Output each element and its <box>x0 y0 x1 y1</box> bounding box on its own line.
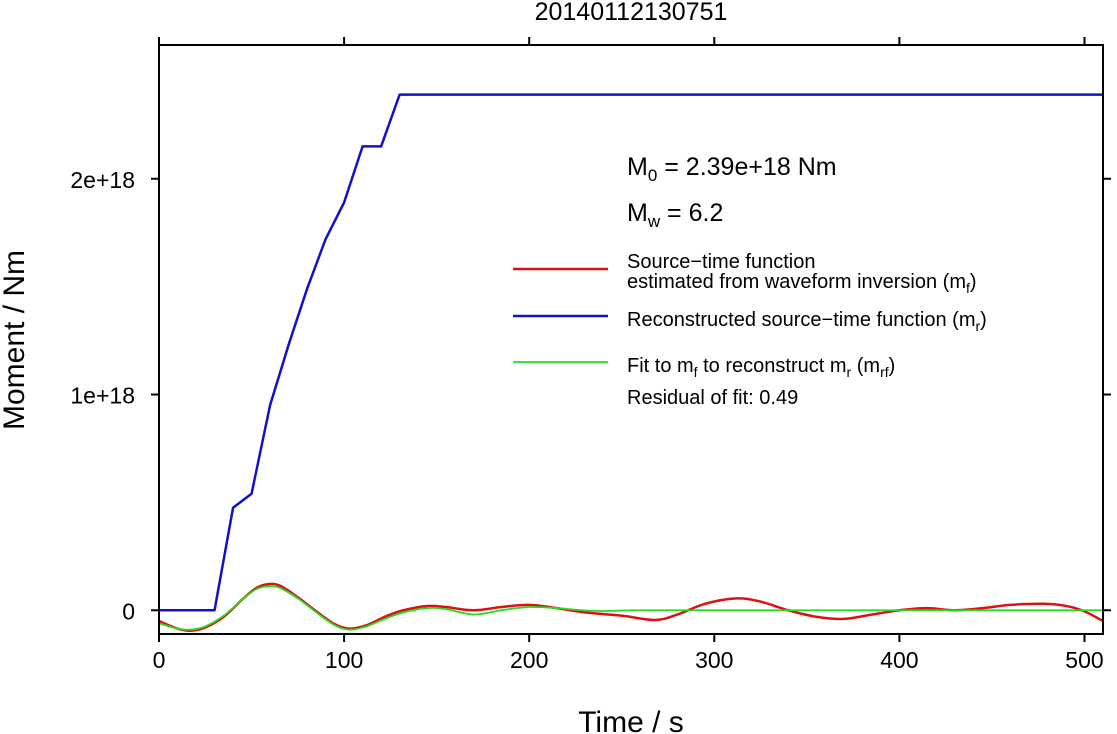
y-tick-label: 2e+18 <box>70 167 135 193</box>
x-tick-label: 500 <box>1065 647 1103 673</box>
series-line-fit <box>160 585 1102 631</box>
y-axis-ticks <box>151 177 1111 612</box>
y-tick-label: 1e+18 <box>70 383 135 409</box>
annotation-m0: M0 = 2.39e+18 Nm <box>627 153 837 185</box>
x-tick-label: 400 <box>880 647 918 673</box>
x-axis-ticks <box>158 37 1086 642</box>
series-line-source-time-function <box>160 582 1102 633</box>
x-tick-label: 100 <box>325 647 363 673</box>
y-axis-tick-labels: 0 1e+18 2e+18 <box>70 167 135 625</box>
plot-frame <box>158 44 1104 635</box>
x-axis-label: Time / s <box>578 706 684 734</box>
x-axis-tick-labels: 0 100 200 300 400 500 <box>153 647 1104 673</box>
legend-label-reconstructed: Reconstructed source−time function (mr) <box>627 309 987 334</box>
x-tick-label: 200 <box>510 647 548 673</box>
annotation-mw: Mw = 6.2 <box>627 199 723 231</box>
x-tick-label: 0 <box>153 647 166 673</box>
residual-text: Residual of fit: 0.49 <box>627 387 798 409</box>
legend-label-source-time-function-line2: estimated from waveform inversion (mf) <box>627 271 977 296</box>
legend-label-source-time-function-line1: Source−time function <box>627 251 815 273</box>
chart-title: 20140112130751 <box>535 0 728 26</box>
legend: Source−time function estimated from wave… <box>513 251 987 409</box>
x-tick-label: 300 <box>695 647 733 673</box>
series-line-reconstructed <box>160 93 1102 612</box>
y-tick-label: 0 <box>122 598 135 624</box>
legend-label-fit: Fit to mf to reconstruct mr (mrf) <box>627 355 895 380</box>
y-axis-label: Moment / Nm <box>0 250 31 430</box>
